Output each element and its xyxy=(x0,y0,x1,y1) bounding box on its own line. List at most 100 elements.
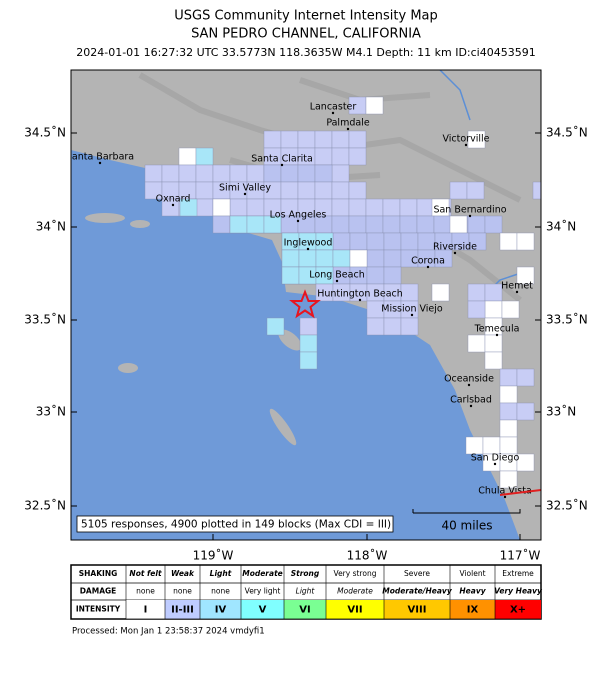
cdi-block xyxy=(161,164,180,183)
responses-box xyxy=(76,515,394,533)
place-label: San Diego xyxy=(471,453,520,464)
legend-shaking: Light xyxy=(210,569,232,578)
cdi-block xyxy=(331,181,350,200)
cdi-block xyxy=(516,402,535,421)
lon-label: 119˚W xyxy=(193,548,234,563)
intensity-cell xyxy=(165,600,200,619)
lat-label-right: 34.5˚N xyxy=(546,125,588,140)
cdi-block xyxy=(499,419,518,438)
legend-row-label: INTENSITY xyxy=(76,605,121,614)
place-dot xyxy=(335,279,339,283)
legend-shaking: Severe xyxy=(404,569,430,578)
cdi-block xyxy=(366,232,385,251)
lat-label-left: 34.5˚N xyxy=(24,125,66,140)
cdi-block xyxy=(144,164,163,183)
legend: SHAKING Not felt Weak Light Moderate Strong Ve… xyxy=(70,564,543,620)
cdi-block xyxy=(298,249,317,268)
cdi-block xyxy=(348,130,367,149)
cdi-block xyxy=(383,266,402,285)
legend-intensity: V xyxy=(259,605,267,616)
cdi-block xyxy=(331,198,350,217)
place-label: Mission Viejo xyxy=(381,304,443,315)
cdi-block xyxy=(314,164,333,183)
intensity-cell xyxy=(384,600,450,619)
legend-intensity: IV xyxy=(215,605,227,616)
place-dot xyxy=(495,333,499,337)
cdi-block xyxy=(366,266,385,285)
cdi-block xyxy=(484,215,503,234)
legend-damage: Light xyxy=(296,587,316,596)
cdi-block xyxy=(434,249,453,268)
cdi-block xyxy=(516,368,535,387)
place-label: Santa Barbara xyxy=(66,152,134,163)
place-dot xyxy=(467,383,471,387)
cdi-block xyxy=(331,164,350,183)
cdi-block xyxy=(516,232,535,251)
cdi-block xyxy=(449,181,468,200)
place-dot xyxy=(280,163,284,167)
intensity-cell xyxy=(326,600,384,619)
cdi-block xyxy=(212,164,231,183)
intensity-cell xyxy=(450,600,495,619)
cdi-block xyxy=(229,164,248,183)
legend-intensity: VII xyxy=(347,605,362,616)
cdi-block xyxy=(467,300,486,319)
cdi-block xyxy=(195,164,214,183)
cdi-block xyxy=(365,96,384,115)
place-label: Corona xyxy=(411,256,445,267)
intensity-cell xyxy=(200,600,241,619)
cdi-block xyxy=(383,249,402,268)
place-label: Victorville xyxy=(443,134,490,145)
lat-label-right: 33.5˚N xyxy=(546,312,588,327)
cdi-block xyxy=(332,232,351,251)
cdi-block xyxy=(499,470,518,489)
legend-damage: Very Heavy xyxy=(494,587,543,596)
cdi-block xyxy=(281,249,300,268)
cdi-block xyxy=(195,198,214,217)
lat-label-right: 32.5˚N xyxy=(546,498,588,513)
cdi-block xyxy=(195,181,214,200)
island xyxy=(130,220,150,228)
cdi-block xyxy=(467,334,486,353)
subtitle: SAN PEDRO CHANNEL, CALIFORNIA xyxy=(191,27,421,42)
cdi-block xyxy=(516,266,535,285)
cdi-block xyxy=(178,147,197,166)
place-label: Chula Vista xyxy=(478,486,532,497)
legend-intensity: VIII xyxy=(408,605,427,616)
legend-damage: none xyxy=(173,587,192,596)
cdi-block xyxy=(484,351,503,370)
cdi-block xyxy=(416,198,435,217)
cdi-block xyxy=(280,181,299,200)
cdi-block xyxy=(331,215,350,234)
cdi-block xyxy=(179,198,198,217)
title: USGS Community Internet Intensity Map xyxy=(174,9,438,24)
cdi-block xyxy=(482,436,501,455)
legend-damage: Very light xyxy=(245,587,281,596)
legend-damage: none xyxy=(136,587,155,596)
cdi-block xyxy=(467,130,486,149)
lat-label-left: 33˚N xyxy=(36,404,66,419)
legend-intensity: II-III xyxy=(171,605,194,616)
cdi-block xyxy=(348,181,367,200)
legend-damage: Moderate/Heavy xyxy=(382,587,453,596)
cdi-block xyxy=(399,215,418,234)
cdi-block xyxy=(331,130,350,149)
cdi-block xyxy=(263,164,282,183)
place-label: Palmdale xyxy=(326,118,370,129)
lat-label-left: 34˚N xyxy=(36,219,66,234)
cdi-block xyxy=(246,164,265,183)
lat-label-left: 32.5˚N xyxy=(24,498,66,513)
legend-damage: Moderate xyxy=(337,587,373,596)
place-label: Oxnard xyxy=(156,194,191,205)
place-dot xyxy=(346,127,350,131)
legend-intensity: X+ xyxy=(510,605,526,616)
intensity-cell xyxy=(241,600,284,619)
responses: 5105 responses, 4900 plotted in 149 bloc… xyxy=(81,519,391,531)
cdi-block xyxy=(314,147,333,166)
map-frame xyxy=(70,69,542,541)
border xyxy=(499,489,541,496)
epicenter xyxy=(289,289,321,319)
place-label: Long Beach xyxy=(309,270,364,281)
lat-label-right: 33˚N xyxy=(546,404,576,419)
